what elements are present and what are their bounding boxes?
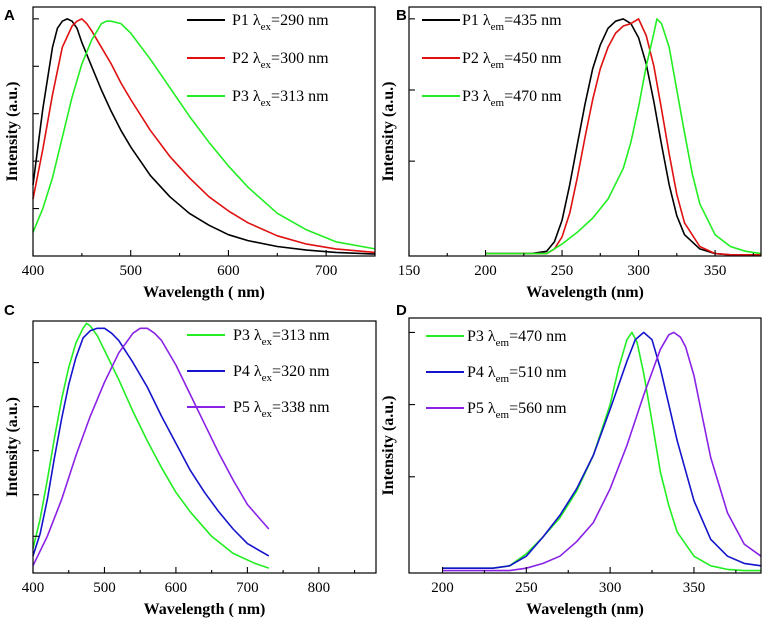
series-line-p4	[442, 331, 762, 570]
x-axis-title: Wavelength ( nm)	[144, 601, 266, 618]
plot-frame	[408, 6, 762, 257]
x-axis-title: Wavelength (nm)	[526, 601, 644, 618]
x-tick-label: 200	[474, 263, 497, 279]
series-line-p1	[485, 18, 761, 256]
series-line-p5	[442, 331, 762, 572]
legend-entry-p1: P1 λem=435 nm	[462, 12, 562, 33]
legend-entry-p2: P2 λem=450 nm	[462, 50, 562, 71]
x-tick-label: 500	[119, 263, 142, 279]
legend-entry-p4: P4 λex=320 nm	[233, 363, 330, 384]
x-tick-label: 350	[683, 580, 706, 596]
legend-entry-p3: P3 λem=470 nm	[467, 328, 567, 349]
series-line-p5	[32, 327, 270, 567]
legend-entry-p3: P3 λex=313 nm	[232, 88, 329, 109]
panel-b: B 150 200 250 300 350 Wavelength (nm) Intensity…	[380, 6, 762, 301]
series-line-p3	[32, 20, 376, 250]
plot-frame	[408, 317, 762, 574]
x-tick-label: 500	[93, 580, 116, 596]
y-axis-title: Intensity (a.u.)	[380, 81, 397, 181]
series-line-p4	[32, 327, 270, 557]
x-tick-label: 400	[22, 580, 45, 596]
x-tick-label: 700	[315, 263, 338, 279]
legend-entry-p3: P3 λem=470 nm	[462, 88, 562, 109]
x-tick-label: 250	[551, 263, 574, 279]
legend-entry-p4: P4 λem=510 nm	[467, 364, 567, 385]
series-line-p1	[32, 18, 376, 255]
series-line-p2	[485, 18, 761, 256]
y-axis-title: Intensity (a.u.)	[380, 395, 397, 495]
x-tick-label: 350	[704, 263, 727, 279]
x-tick-label: 700	[236, 580, 259, 596]
x-tick-label: 200	[431, 580, 454, 596]
panel-c: C 400 500 600 700 800 Wavelength ( nm) Intensit…	[4, 302, 377, 618]
legend-entry-p5: P5 λem=560 nm	[467, 400, 567, 421]
y-axis-title: Intensity (a.u.)	[4, 81, 21, 181]
legend-entry-p3: P3 λex=313 nm	[233, 327, 330, 348]
series-line-p2	[32, 18, 376, 254]
x-tick-label: 600	[165, 580, 188, 596]
legend-entry-p2: P2 λex=300 nm	[232, 50, 329, 71]
x-tick-label: 150	[398, 263, 421, 279]
plot-frame	[32, 320, 377, 574]
legend-entry-p5: P5 λex=338 nm	[233, 399, 330, 420]
x-axis-title: Wavelength ( nm)	[143, 284, 265, 301]
x-tick-label: 300	[599, 580, 622, 596]
panel-letter: B	[396, 7, 407, 24]
legend-entry-p1: P1 λex=290 nm	[232, 12, 329, 33]
series-line-p3	[485, 18, 762, 255]
series-line-p3	[32, 322, 270, 569]
panel-letter: C	[4, 302, 15, 319]
x-tick-label: 800	[308, 580, 331, 596]
x-tick-label: 300	[627, 263, 650, 279]
panel-letter: D	[396, 302, 407, 319]
y-axis-title: Intensity (a.u.)	[4, 397, 21, 497]
panel-d: D 200 250 300 350 Wavelength (nm) Intensity (a…	[380, 302, 762, 618]
panel-a: A 400 500 600 700 Wavelength ( nm) Intensity (…	[4, 6, 376, 301]
panel-letter: A	[4, 7, 15, 24]
x-tick-label: 250	[515, 580, 538, 596]
x-tick-label: 400	[22, 263, 45, 279]
plot-frame	[32, 6, 376, 257]
x-tick-label: 600	[217, 263, 240, 279]
x-axis-title: Wavelength (nm)	[526, 284, 644, 301]
